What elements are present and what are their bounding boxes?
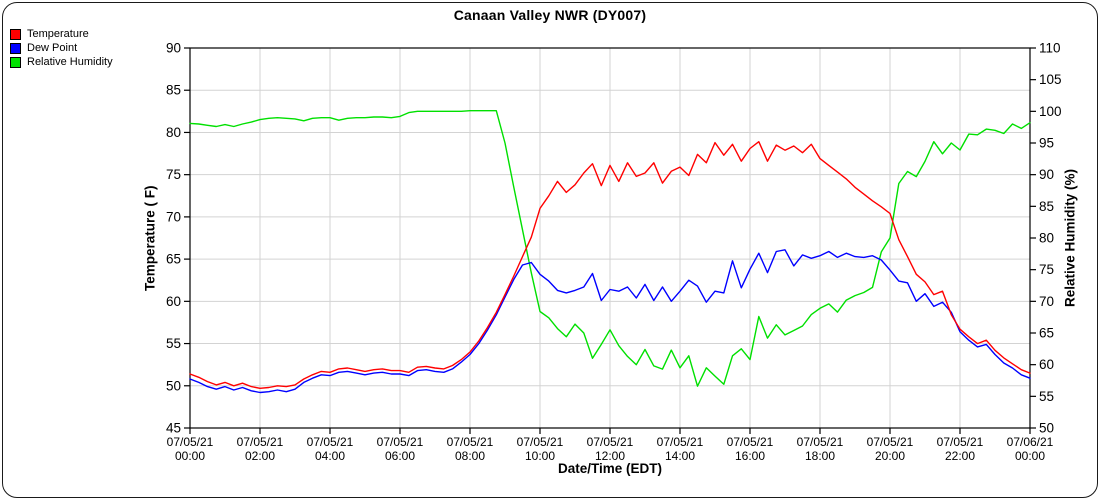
left-tick-label: 45 — [166, 421, 181, 436]
legend: Temperature Dew Point Relative Humidity — [10, 27, 113, 69]
right-tick-label: 90 — [1039, 167, 1054, 182]
temperature-swatch-icon — [10, 28, 21, 40]
legend-item-dew-point: Dew Point — [10, 41, 113, 55]
right-tick-label: 105 — [1039, 72, 1062, 87]
x-tick-label: 07/05/21 06:00 — [377, 435, 424, 463]
left-tick-label: 90 — [166, 41, 181, 56]
x-tick-label: 07/05/21 18:00 — [797, 435, 844, 463]
legend-label-relative-humidity: Relative Humidity — [27, 55, 113, 68]
x-tick-label: 07/05/21 14:00 — [657, 435, 704, 463]
dew-point-line — [189, 249, 1031, 394]
x-tick-label: 07/06/21 00:00 — [1007, 435, 1054, 463]
right-tick-label: 80 — [1039, 231, 1054, 246]
right-tick-label: 65 — [1039, 326, 1054, 341]
x-tick-label: 07/05/21 16:00 — [727, 435, 774, 463]
right-tick-label: 60 — [1039, 357, 1054, 372]
x-tick-label: 07/05/21 02:00 — [237, 435, 284, 463]
x-tick-label: 07/05/21 20:00 — [867, 435, 914, 463]
legend-item-temperature: Temperature — [10, 27, 113, 41]
left-tick-label: 75 — [166, 167, 181, 182]
x-tick-label: 07/05/21 04:00 — [307, 435, 354, 463]
right-tick-label: 50 — [1039, 421, 1054, 436]
x-tick-label: 07/05/21 08:00 — [447, 435, 494, 463]
left-tick-label: 70 — [166, 209, 181, 224]
x-tick-label: 07/05/21 10:00 — [517, 435, 564, 463]
right-tick-label: 55 — [1039, 389, 1054, 404]
relative-humidity-line — [189, 109, 1031, 387]
chart-title: Canaan Valley NWR (DY007) — [453, 7, 647, 23]
relative-humidity-swatch-icon — [10, 56, 21, 68]
right-tick-label: 100 — [1039, 104, 1062, 119]
right-tick-label: 110 — [1039, 41, 1061, 56]
left-tick-label: 55 — [166, 336, 181, 351]
left-tick-label: 60 — [166, 294, 181, 309]
left-tick-label: 80 — [166, 125, 181, 140]
legend-label-dew-point: Dew Point — [27, 41, 78, 54]
right-tick-label: 85 — [1039, 199, 1054, 214]
temperature-line — [189, 140, 1031, 389]
right-tick-label: 95 — [1039, 136, 1054, 151]
right-tick-label: 70 — [1039, 294, 1054, 309]
left-tick-label: 65 — [166, 252, 181, 267]
legend-item-relative-humidity: Relative Humidity — [10, 55, 113, 69]
x-tick-label: 07/05/21 00:00 — [167, 435, 214, 463]
x-axis-title: Date/Time (EDT) — [557, 461, 663, 476]
x-tick-label: 07/05/21 12:00 — [587, 435, 634, 463]
legend-label-temperature: Temperature — [27, 27, 89, 40]
dew-point-swatch-icon — [10, 42, 21, 54]
x-tick-label: 07/05/21 22:00 — [937, 435, 984, 463]
right-tick-label: 75 — [1039, 262, 1054, 277]
left-tick-label: 85 — [166, 83, 181, 98]
left-tick-label: 50 — [166, 378, 181, 393]
